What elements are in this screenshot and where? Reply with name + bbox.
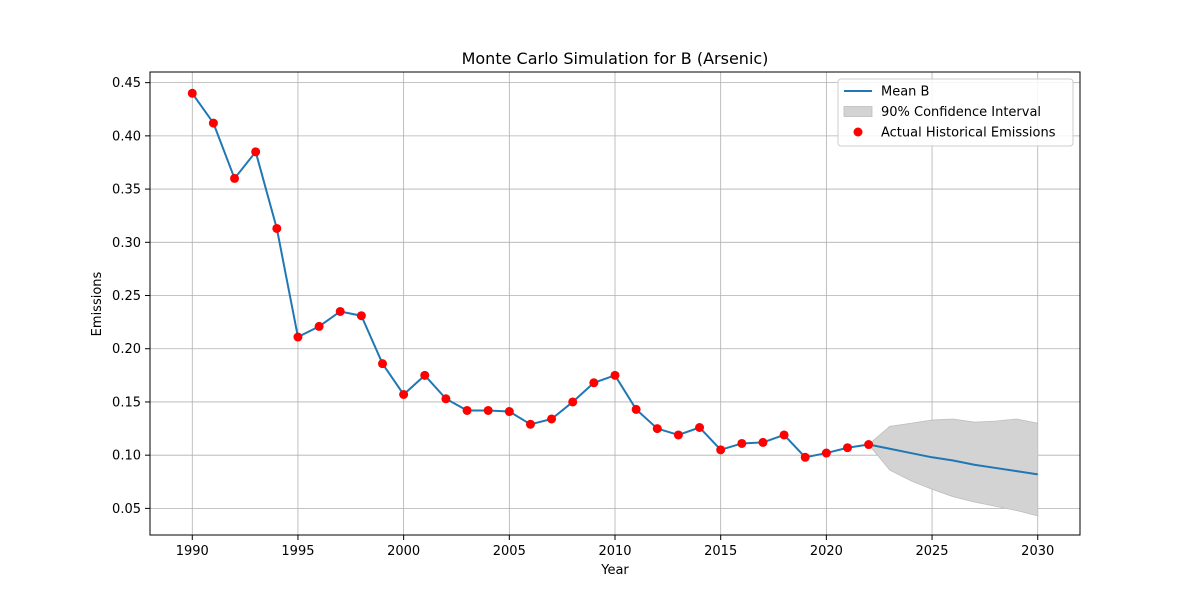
historical-point: [272, 223, 282, 233]
legend-box: [837, 78, 1074, 147]
confidence-interval-band: [868, 418, 1039, 517]
x-tick-label: 1995: [281, 544, 314, 559]
x-tick-label: 2015: [704, 544, 737, 559]
historical-point: [864, 440, 874, 450]
confidence-interval-layer: [868, 418, 1039, 517]
x-tick-label: 2025: [915, 544, 948, 559]
x-tick-label: 2030: [1021, 544, 1054, 559]
historical-point: [716, 445, 726, 455]
y-tick-label: 0.30: [112, 236, 141, 251]
legend-label: 90% Confidence Interval: [881, 105, 1041, 120]
historical-point: [378, 359, 387, 369]
historical-point: [568, 397, 578, 407]
chart-title: Monte Carlo Simulation for B (Arsenic): [462, 49, 769, 68]
grid-layer: [150, 72, 1080, 535]
historical-point: [335, 306, 345, 316]
historical-point: [356, 311, 366, 321]
ticks-layer: 1990 1995 2000 2005 2010 2015 2020 2025 2030 0.05…: [112, 76, 1054, 559]
y-tick-label: 0.15: [112, 395, 141, 410]
historical-point: [525, 419, 535, 429]
y-tick-label: 0.25: [112, 289, 141, 304]
historical-point: [230, 173, 240, 183]
historical-point: [293, 332, 303, 342]
legend: Mean B 90% Confidence Interval Actual Hist…: [837, 78, 1074, 147]
y-tick-label: 0.35: [112, 183, 141, 198]
historical-point: [420, 370, 430, 380]
x-tick-label: 2000: [387, 544, 420, 559]
y-tick-label: 0.40: [112, 129, 141, 144]
y-axis-label: Emissions: [90, 271, 105, 336]
x-tick-label: 1990: [176, 544, 209, 559]
historical-point: [758, 437, 768, 447]
y-tick-label: 0.05: [112, 502, 141, 517]
legend-label: Actual Historical Emissions: [881, 126, 1056, 141]
x-axis-label: Year: [600, 563, 629, 578]
x-tick-label: 2020: [810, 544, 843, 559]
historical-point: [589, 378, 599, 388]
y-tick-label: 0.10: [112, 449, 141, 464]
legend-marker-swatch: [853, 127, 863, 137]
historical-point: [695, 422, 705, 432]
y-tick-label: 0.45: [112, 76, 141, 91]
historical-point: [673, 430, 683, 440]
legend-label: Mean B: [881, 85, 929, 100]
legend-patch-swatch: [843, 106, 873, 117]
historical-point: [737, 438, 747, 448]
y-tick-label: 0.20: [112, 342, 141, 357]
historical-point: [208, 118, 218, 128]
historical-point: [314, 321, 324, 331]
historical-point: [779, 430, 789, 440]
historical-point: [800, 452, 810, 462]
historical-point: [251, 147, 261, 157]
historical-point: [631, 404, 641, 414]
historical-point: [504, 407, 514, 417]
historical-point: [547, 414, 557, 424]
historical-points-layer: [187, 88, 874, 462]
historical-point: [187, 88, 197, 98]
historical-point: [399, 390, 409, 400]
historical-point: [652, 424, 662, 434]
historical-point: [843, 443, 852, 453]
x-tick-label: 2005: [493, 544, 526, 559]
historical-point: [483, 405, 493, 415]
historical-point: [610, 370, 620, 380]
historical-point: [462, 405, 472, 415]
historical-point: [441, 394, 451, 404]
x-tick-label: 2010: [598, 544, 631, 559]
historical-point: [821, 448, 831, 458]
